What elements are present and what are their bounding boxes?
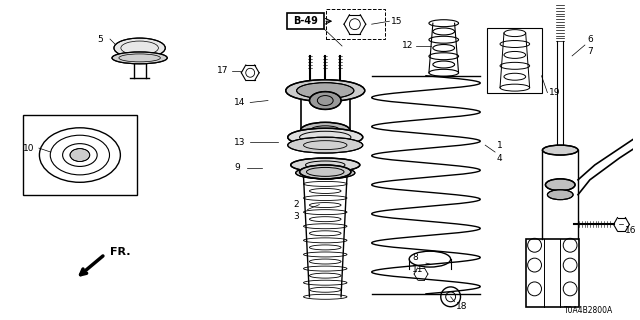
Ellipse shape	[545, 179, 575, 191]
Text: 15: 15	[392, 17, 403, 26]
Text: 14: 14	[234, 98, 246, 107]
FancyBboxPatch shape	[287, 13, 324, 29]
Ellipse shape	[285, 80, 365, 101]
Ellipse shape	[112, 52, 167, 64]
Bar	[525, 239, 579, 307]
Ellipse shape	[301, 122, 350, 138]
Ellipse shape	[70, 148, 90, 162]
Ellipse shape	[547, 190, 573, 200]
Ellipse shape	[291, 158, 360, 172]
Ellipse shape	[300, 165, 351, 179]
Bar	[487, 28, 543, 92]
Text: 13: 13	[234, 138, 246, 147]
Ellipse shape	[296, 167, 355, 179]
Text: 17: 17	[216, 66, 228, 75]
Text: 8: 8	[412, 253, 418, 262]
Text: 6: 6	[587, 35, 593, 44]
Text: 7: 7	[587, 47, 593, 56]
Text: 9: 9	[234, 164, 240, 172]
Ellipse shape	[114, 38, 165, 58]
Bar	[23, 116, 137, 195]
Ellipse shape	[288, 137, 363, 153]
Ellipse shape	[543, 145, 578, 155]
Text: 5: 5	[97, 35, 103, 44]
Ellipse shape	[310, 92, 341, 109]
Ellipse shape	[288, 128, 363, 146]
Text: 10: 10	[23, 144, 35, 153]
Text: FR.: FR.	[110, 247, 131, 257]
Text: 2: 2	[294, 200, 300, 209]
Text: 19: 19	[549, 88, 561, 97]
Text: B-49: B-49	[293, 16, 318, 26]
Text: 16: 16	[625, 226, 637, 235]
Text: 4: 4	[497, 154, 502, 163]
Text: 3: 3	[294, 212, 300, 221]
Text: 1: 1	[497, 140, 503, 150]
Ellipse shape	[296, 83, 354, 99]
Text: 11: 11	[412, 265, 424, 274]
Text: T0A4B2800A: T0A4B2800A	[564, 306, 614, 315]
Text: 12: 12	[403, 42, 413, 51]
Text: 18: 18	[456, 302, 467, 311]
